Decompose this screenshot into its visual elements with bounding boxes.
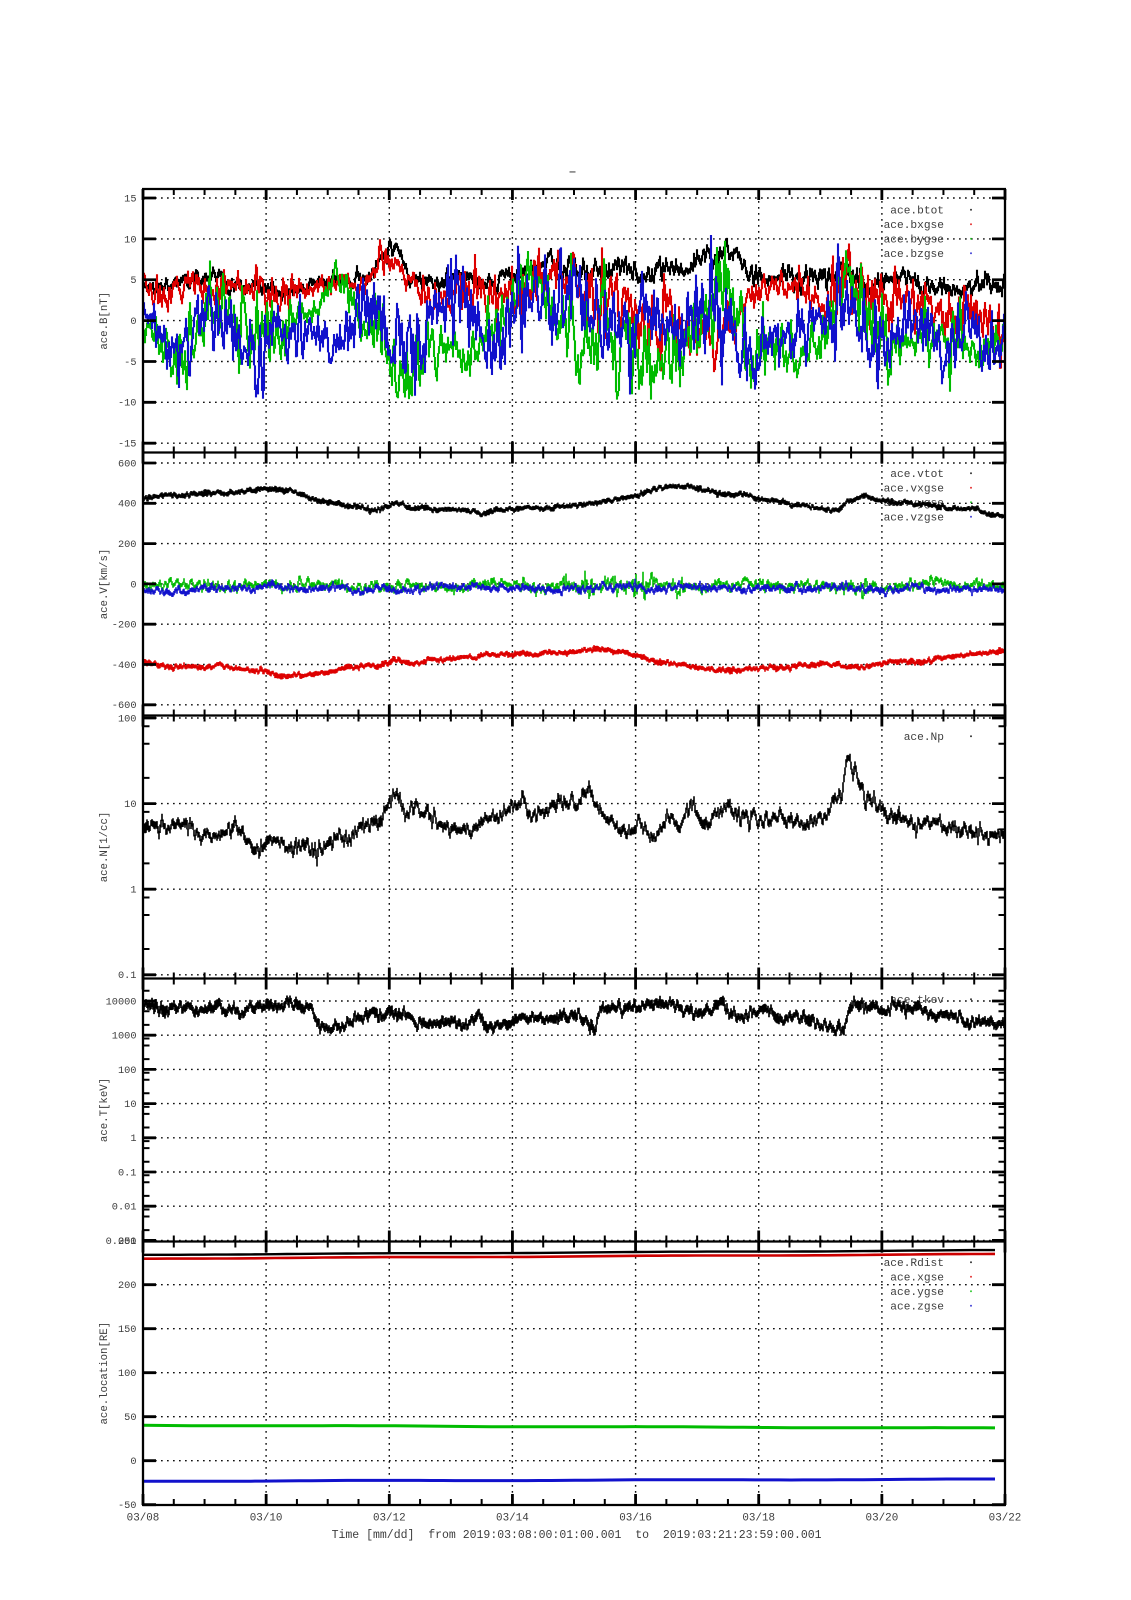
svg-text:03/20: 03/20 xyxy=(866,1513,899,1525)
svg-text:50: 50 xyxy=(124,1412,136,1424)
svg-text:0.001: 0.001 xyxy=(106,1236,137,1248)
svg-text:100: 100 xyxy=(118,1065,137,1077)
svg-text:150: 150 xyxy=(118,1324,137,1336)
svg-text:ace.vzgse: ace.vzgse xyxy=(884,513,944,525)
svg-text:ace.vxgse: ace.vxgse xyxy=(884,484,944,496)
svg-text:-400: -400 xyxy=(112,660,137,672)
svg-text:-50: -50 xyxy=(118,1500,137,1512)
svg-text:ace.bzgse: ace.bzgse xyxy=(884,249,944,261)
svg-text:1: 1 xyxy=(130,1133,136,1145)
svg-text:100: 100 xyxy=(118,1368,137,1380)
svg-text:ace.Np: ace.Np xyxy=(904,732,944,744)
svg-text:0.01: 0.01 xyxy=(112,1202,137,1214)
svg-text:03/22: 03/22 xyxy=(989,1513,1022,1525)
svg-text:-200: -200 xyxy=(112,620,137,632)
svg-text:ace.zgse: ace.zgse xyxy=(890,1302,944,1314)
svg-text:200: 200 xyxy=(118,539,137,551)
svg-text:ace.btot: ace.btot xyxy=(890,206,944,218)
svg-text:400: 400 xyxy=(118,499,137,511)
svg-text:ace.B[nT]: ace.B[nT] xyxy=(99,292,111,350)
svg-text:Time [mm/dd] from 2019:03:08:: Time [mm/dd] from 2019:03:08:00:01:00.00… xyxy=(332,1529,822,1542)
svg-text:ace.xgse: ace.xgse xyxy=(890,1273,944,1285)
svg-text:03/16: 03/16 xyxy=(619,1513,652,1525)
svg-text:600: 600 xyxy=(118,458,137,470)
svg-text:ace.bxgse: ace.bxgse xyxy=(884,220,944,232)
svg-text:ace.vtot: ace.vtot xyxy=(890,469,944,481)
svg-text:200: 200 xyxy=(118,1280,137,1292)
svg-text:1: 1 xyxy=(130,885,136,897)
svg-text:-10: -10 xyxy=(118,398,137,410)
svg-text:ace.ygse: ace.ygse xyxy=(890,1287,944,1299)
svg-text:0: 0 xyxy=(130,579,136,591)
svg-text:03/08: 03/08 xyxy=(127,1513,160,1525)
svg-text:ace.V[km/s]: ace.V[km/s] xyxy=(99,549,111,620)
svg-text:0: 0 xyxy=(130,316,136,328)
svg-text:0: 0 xyxy=(130,1456,136,1468)
svg-text:03/10: 03/10 xyxy=(250,1513,283,1525)
svg-text:10: 10 xyxy=(124,234,136,246)
svg-text:-5: -5 xyxy=(124,357,136,369)
svg-text:250: 250 xyxy=(118,1236,137,1248)
svg-text:10000: 10000 xyxy=(106,996,137,1008)
svg-text:1000: 1000 xyxy=(112,1031,137,1043)
svg-text:ace.location[RE]: ace.location[RE] xyxy=(99,1322,111,1425)
svg-text:ace.T[keV]: ace.T[keV] xyxy=(99,1078,111,1142)
svg-text:03/18: 03/18 xyxy=(742,1513,775,1525)
svg-text:100: 100 xyxy=(118,713,137,725)
svg-text:10: 10 xyxy=(124,1099,136,1111)
svg-text:10: 10 xyxy=(124,799,136,811)
svg-text:ace.Rdist: ace.Rdist xyxy=(884,1258,944,1270)
svg-text:0.1: 0.1 xyxy=(118,1167,137,1179)
svg-text:-15: -15 xyxy=(118,439,137,451)
svg-text:5: 5 xyxy=(130,275,136,287)
svg-text:ace.N[1/cc]: ace.N[1/cc] xyxy=(99,812,111,883)
svg-text:03/14: 03/14 xyxy=(496,1513,529,1525)
svg-text:-600: -600 xyxy=(112,700,137,712)
svg-text:15: 15 xyxy=(124,193,136,205)
svg-text:ace.bygse: ace.bygse xyxy=(884,235,944,247)
svg-text:03/12: 03/12 xyxy=(373,1513,406,1525)
svg-text:0.1: 0.1 xyxy=(118,970,137,982)
